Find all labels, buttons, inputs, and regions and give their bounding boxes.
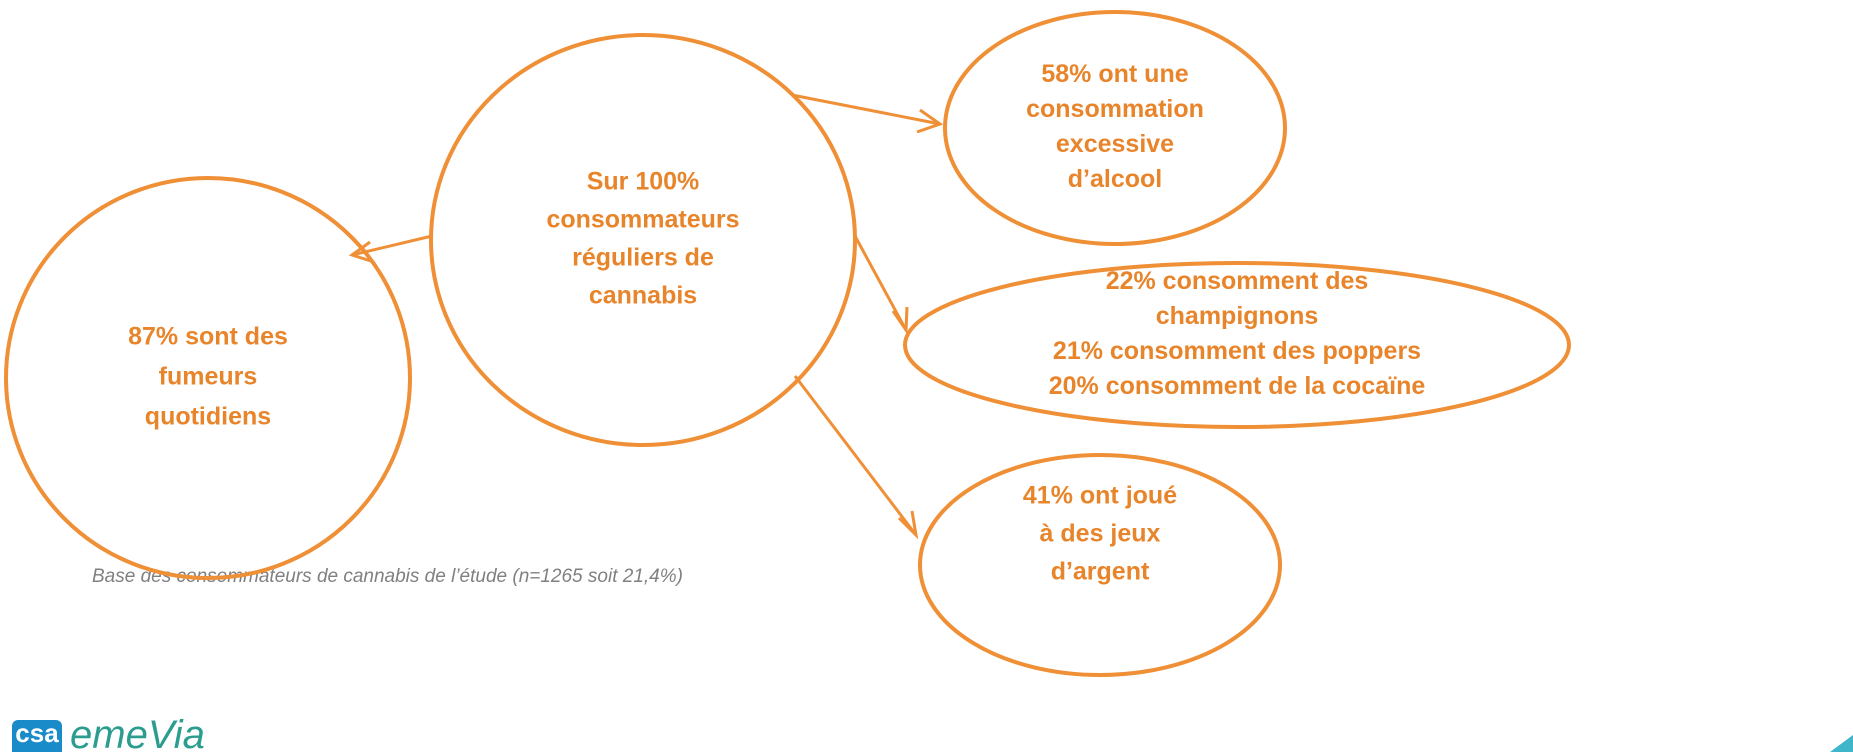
node-text: consommateurs: [546, 206, 739, 234]
node-shape: [903, 261, 1571, 429]
node-text: 87% sont des: [128, 323, 288, 351]
node-text: champignons: [1156, 302, 1319, 330]
node-text: à des jeux: [1040, 520, 1161, 548]
node-shape: [429, 33, 857, 447]
arrow: [793, 375, 918, 536]
logo-badge: [12, 720, 62, 752]
node-text: Sur 100%: [587, 168, 700, 196]
arrow: [791, 93, 941, 126]
logo-name: emeVia: [70, 713, 205, 752]
node-text: d’argent: [1051, 558, 1150, 586]
node-text: 41% ont joué: [1023, 482, 1177, 510]
arrow-head: [897, 510, 919, 540]
node-text: consommation: [1026, 95, 1204, 123]
arrow-head: [916, 108, 944, 134]
node-text: 22% consomment des: [1106, 267, 1369, 295]
logo-brand: csa: [15, 718, 59, 748]
node-text: excessive: [1056, 130, 1174, 158]
node-shape: [4, 176, 412, 580]
node-text: 21% consomment des poppers: [1053, 337, 1421, 365]
node-text: 20% consomment de la cocaïne: [1049, 372, 1426, 400]
node-text: cannabis: [589, 282, 697, 310]
node-text: 58% ont une: [1041, 60, 1188, 88]
arrow-head: [891, 306, 909, 335]
node-text: fumeurs: [159, 363, 258, 391]
arrows: [348, 93, 944, 540]
footnote: Base des consommateurs de cannabis de l’…: [92, 566, 683, 587]
node-text: d’alcool: [1068, 165, 1162, 193]
node-shape: [943, 10, 1287, 246]
node-text: réguliers de: [572, 244, 714, 272]
arrow: [853, 235, 908, 331]
node-text: quotidiens: [145, 403, 271, 431]
node-shape: [918, 453, 1282, 677]
arrow-head: [348, 240, 375, 264]
corner-decoration: [1830, 735, 1853, 752]
